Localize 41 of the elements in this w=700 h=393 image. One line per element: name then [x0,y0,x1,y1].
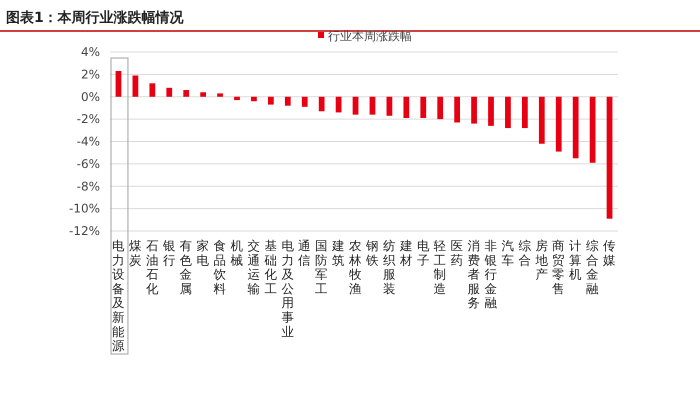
x-tick-label: 电力设备及新能源 [112,238,125,354]
y-tick-label: -12% [68,224,100,238]
x-tick-label: 通信 [298,238,312,268]
x-tick-label: 纺织服装 [382,238,396,296]
x-tick-label: 医药 [450,238,464,268]
x-tick-label: 农林牧渔 [348,238,362,296]
x-tick-label: 房地产 [534,238,548,282]
y-tick-label: 4% [80,45,100,59]
x-tick-label: 煤炭 [128,238,142,268]
x-tick-label: 国防军工 [315,238,328,296]
x-tick-label: 家电 [196,238,210,268]
y-tick-label: -6% [76,156,100,171]
x-tick-label: 机械 [230,238,244,268]
x-tick-label: 综合金融 [586,238,600,296]
x-tick-label: 消费者服务 [468,238,481,310]
x-tick-label: 石油石化 [146,238,159,296]
x-tick-label: 综合 [518,238,532,268]
y-tick-label: 0% [80,90,100,104]
y-tick-label: -2% [76,112,100,126]
x-tick-label: 计算机 [569,238,582,282]
x-tick-label: 建筑 [331,238,346,268]
x-tick-label: 有色金属 [180,238,193,296]
x-tick-label: 食品饮料 [212,238,227,296]
x-tick-label: 商贸零售 [552,238,566,296]
y-tick-label: -10% [68,202,100,216]
x-tick-label: 钢铁 [364,238,379,268]
x-tick-label: 银行 [162,238,176,268]
x-tick-label: 轻工制造 [434,238,447,296]
title: 图表1：本周行业涨跌幅情况 [6,10,184,26]
x-tick-label: 非银行金融 [484,238,498,310]
x-tick-label: 基础化工 [263,238,278,296]
x-tick-label: 电子 [416,238,430,268]
x-tick-label: 交通运输 [247,238,260,296]
x-tick-label: 汽车 [501,238,514,268]
x-tick-label: 传媒 [603,238,616,268]
y-tick-label: 2% [80,67,100,82]
y-tick-label: -8% [76,179,100,194]
x-tick-label: 电力及公用事业 [281,238,294,339]
legend-label: 行业本周涨跌幅 [328,29,412,43]
y-tick-label: -4% [76,134,100,148]
x-tick-label: 建材 [398,238,413,268]
